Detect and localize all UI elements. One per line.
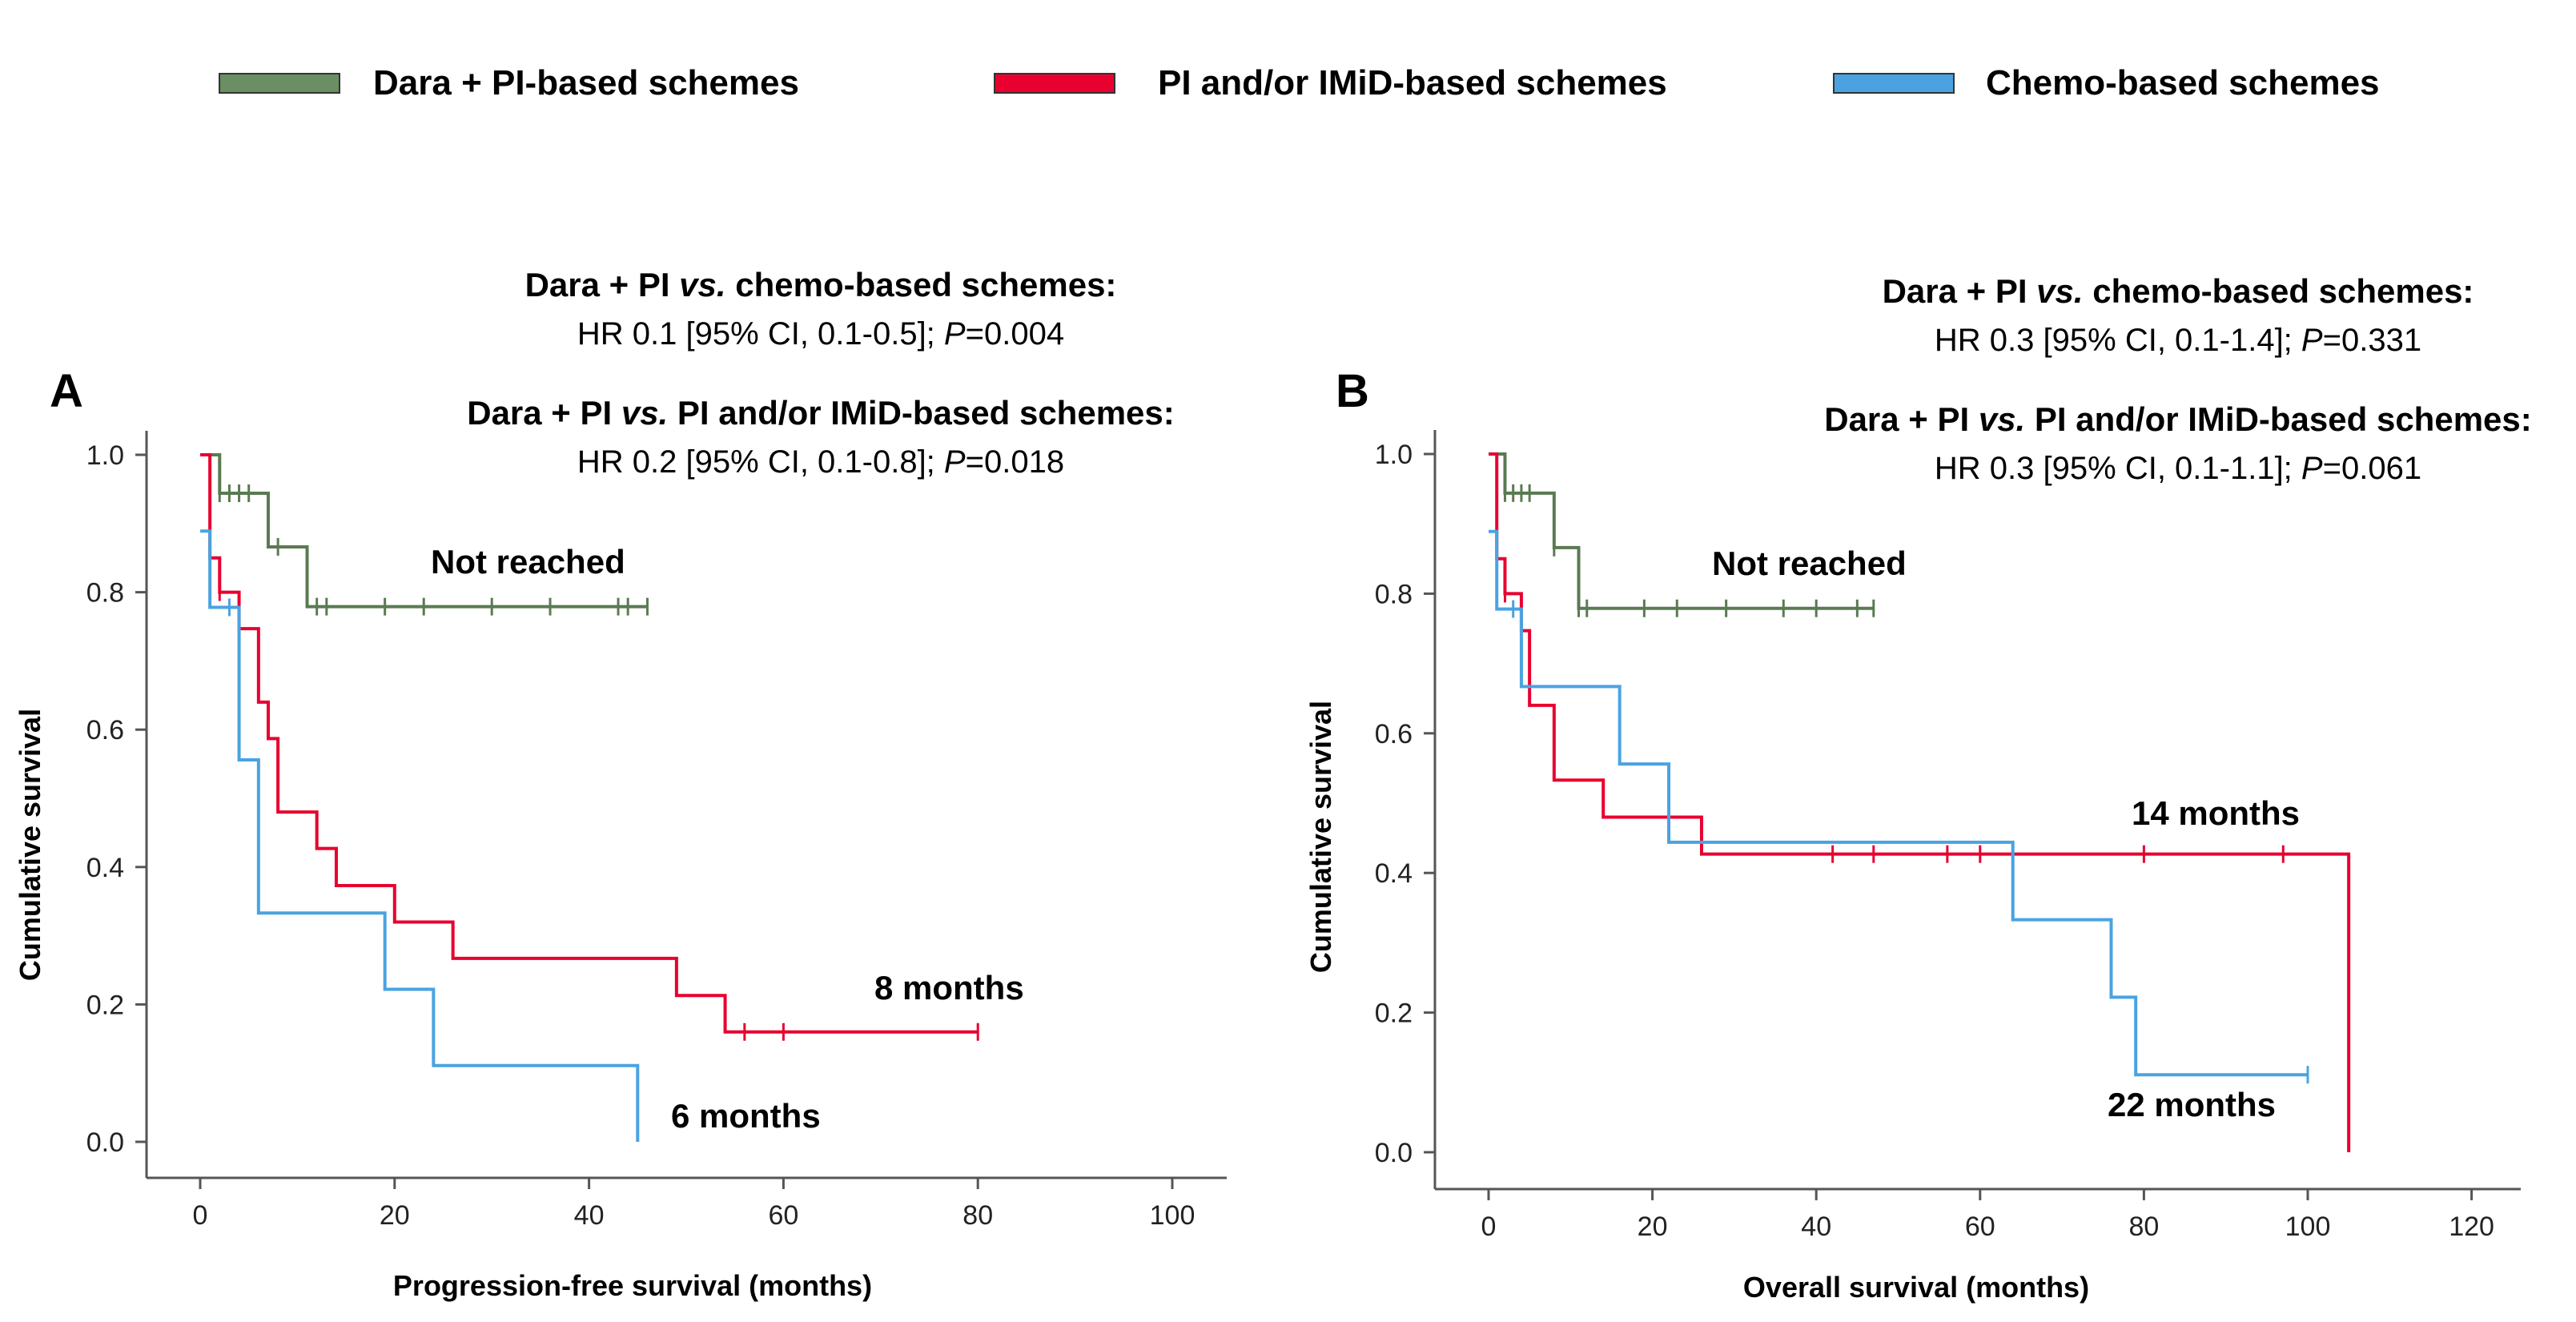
panel-a-y-tick-label: 0.8 <box>86 578 124 609</box>
panel-b-y-tick-label: 0.0 <box>1375 1138 1413 1168</box>
panel-a-curve-chemo <box>200 529 640 1142</box>
panel-b-x-tick-label: 120 <box>2449 1211 2494 1242</box>
panel-a-label-dara: Not reached <box>431 543 625 581</box>
panel-b-plot: 0.0 0.2 0.4 0.6 0.8 1.0 0 20 40 60 80 100 120 <box>1375 430 2521 1242</box>
panel-a-x-tick-label: 100 <box>1150 1200 1196 1231</box>
panel-a-comparison-1-title: Dara + PI vs. chemo-based schemes: <box>525 266 1117 303</box>
legend-swatch-dara <box>219 73 340 94</box>
panel-a-label-pi: 8 months <box>874 969 1024 1007</box>
panel-b-y-tick-label: 0.4 <box>1375 858 1413 889</box>
panel-b-comparison-2-stats: HR 0.3 [95% CI, 0.1-1.1]; P=0.061 <box>1935 451 2421 486</box>
panel-a-x-tick-label: 40 <box>574 1200 605 1231</box>
panel-b-comparison-1-stats: HR 0.3 [95% CI, 0.1-1.4]; P=0.331 <box>1935 323 2421 358</box>
panel-a-comparison-1-stats: HR 0.1 [95% CI, 0.1-0.5]; P=0.004 <box>577 316 1064 352</box>
legend-label-chemo: Chemo-based schemes <box>1986 63 2380 102</box>
panel-b-x-tick-label: 80 <box>2128 1211 2159 1242</box>
panel-b-y-tick-label: 0.6 <box>1375 719 1413 749</box>
panel-b-label-chemo: 22 months <box>2108 1086 2276 1123</box>
panel-a-plot: 0.0 0.2 0.4 0.6 0.8 1.0 0 20 40 60 80 100 <box>86 431 1227 1231</box>
panel-a-y-tick-label: 1.0 <box>86 440 124 471</box>
panel-a-curve-dara <box>200 453 648 609</box>
legend-label-pi: PI and/or IMiD-based schemes <box>1158 63 1667 102</box>
panel-b-label-pi: 14 months <box>2132 794 2300 832</box>
panel-b-x-tick-label: 20 <box>1638 1211 1668 1242</box>
panel-a-comparison-2-title: Dara + PI vs. PI and/or IMiD-based schem… <box>467 394 1175 432</box>
panel-b: B Dara + PI vs. chemo-based schemes: HR … <box>1304 272 2532 1304</box>
panel-b-x-tick-label: 40 <box>1801 1211 1831 1242</box>
panel-a-y-tick-label: 0.2 <box>86 990 124 1020</box>
panel-a-x-axis-title: Progression-free survival (months) <box>393 1269 872 1302</box>
panel-b-y-tick-label: 0.8 <box>1375 579 1413 609</box>
panel-b-x-tick-label: 60 <box>1965 1211 1995 1242</box>
panel-a-label-chemo: 6 months <box>671 1097 821 1135</box>
panel-a-x-tick-label: 60 <box>768 1200 798 1231</box>
panel-a-x-tick-label: 20 <box>380 1200 410 1231</box>
panel-b-x-axis-title: Overall survival (months) <box>1743 1271 2089 1304</box>
panel-a-y-tick-label: 0.6 <box>86 715 124 745</box>
panel-a: A Dara + PI vs. chemo-based schemes: HR … <box>14 266 1227 1302</box>
legend: Dara + PI-based schemes PI and/or IMiD-b… <box>219 63 2380 102</box>
legend-swatch-chemo <box>1833 73 1955 94</box>
panel-b-letter: B <box>1336 365 1369 417</box>
panel-b-curve-chemo <box>1489 529 2308 1077</box>
panel-b-x-tick-label: 100 <box>2285 1211 2331 1242</box>
panel-b-curve-pi <box>1489 452 2351 1152</box>
panel-b-y-tick-label: 0.2 <box>1375 999 1413 1029</box>
panel-b-y-axis-title: Cumulative survival <box>1304 701 1337 973</box>
panel-b-label-dara: Not reached <box>1712 544 1907 582</box>
panel-a-x-tick-label: 80 <box>962 1200 993 1231</box>
panel-a-comparison-2-stats: HR 0.2 [95% CI, 0.1-0.8]; P=0.018 <box>577 444 1064 480</box>
panel-b-y-tick-label: 1.0 <box>1375 440 1413 470</box>
panel-a-y-tick-label: 0.4 <box>86 853 124 883</box>
panel-a-y-axis-title: Cumulative survival <box>14 709 46 981</box>
panel-b-comparison-2-title: Dara + PI vs. PI and/or IMiD-based schem… <box>1824 400 2532 438</box>
panel-a-letter: A <box>50 365 83 417</box>
panel-a-curve-pi <box>200 453 979 1034</box>
panel-b-curve-dara <box>1489 452 1874 610</box>
legend-swatch-pi <box>994 73 1115 94</box>
panel-b-comparison-1-title: Dara + PI vs. chemo-based schemes: <box>1883 272 2474 310</box>
panel-a-x-tick-label: 0 <box>193 1200 208 1231</box>
panel-a-y-tick-label: 0.0 <box>86 1127 124 1158</box>
legend-label-dara: Dara + PI-based schemes <box>373 63 799 102</box>
panel-b-x-tick-label: 0 <box>1481 1211 1497 1242</box>
